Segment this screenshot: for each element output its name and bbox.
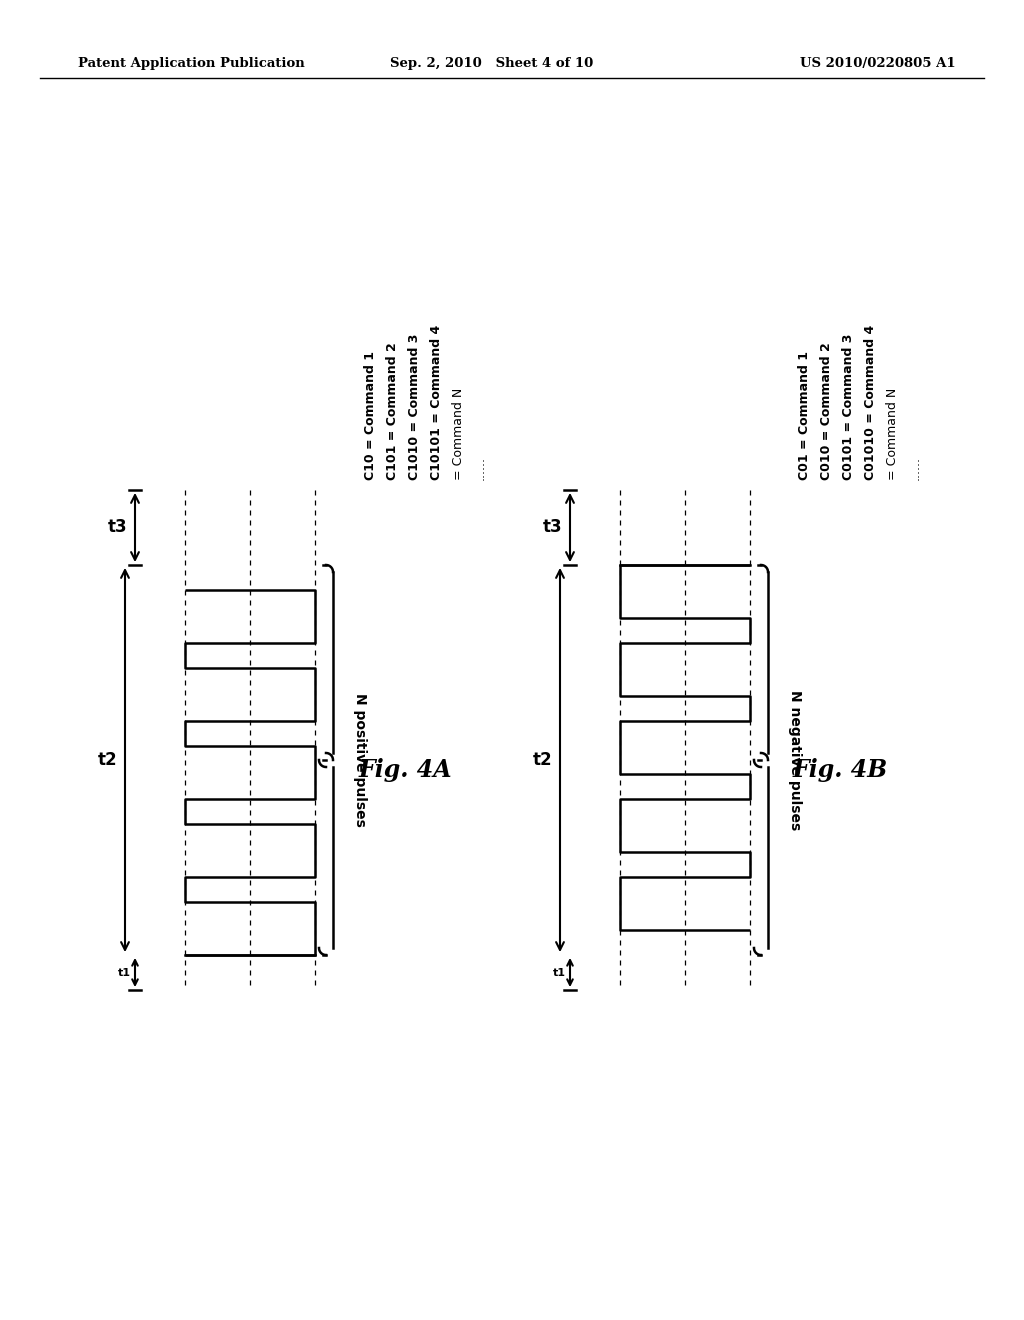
Text: ......: ......: [908, 455, 922, 480]
Text: Fig. 4B: Fig. 4B: [793, 758, 888, 781]
Text: C1010 = Command 3: C1010 = Command 3: [408, 334, 421, 480]
Text: C01010 = Command 4: C01010 = Command 4: [864, 325, 878, 480]
Text: Fig. 4A: Fig. 4A: [358, 758, 452, 781]
Text: C10 = Command 1: C10 = Command 1: [364, 351, 377, 480]
Text: = Command N: = Command N: [887, 388, 899, 480]
Text: t1: t1: [553, 968, 566, 978]
Text: t1: t1: [118, 968, 131, 978]
Text: C01 = Command 1: C01 = Command 1: [799, 351, 811, 480]
Text: t3: t3: [108, 519, 127, 536]
Text: t2: t2: [532, 751, 552, 770]
Text: C0101 = Command 3: C0101 = Command 3: [843, 334, 855, 480]
Text: C010 = Command 2: C010 = Command 2: [820, 342, 834, 480]
Text: US 2010/0220805 A1: US 2010/0220805 A1: [800, 57, 955, 70]
Text: Sep. 2, 2010   Sheet 4 of 10: Sep. 2, 2010 Sheet 4 of 10: [390, 57, 593, 70]
Text: ......: ......: [473, 455, 486, 480]
Text: = Command N: = Command N: [452, 388, 465, 480]
Text: N negative pulses: N negative pulses: [788, 690, 802, 830]
Text: C101 = Command 2: C101 = Command 2: [385, 342, 398, 480]
Text: t2: t2: [97, 751, 117, 770]
Text: Patent Application Publication: Patent Application Publication: [78, 57, 305, 70]
Text: t3: t3: [543, 519, 562, 536]
Text: N positive pulses: N positive pulses: [353, 693, 367, 826]
Text: C10101 = Command 4: C10101 = Command 4: [429, 325, 442, 480]
